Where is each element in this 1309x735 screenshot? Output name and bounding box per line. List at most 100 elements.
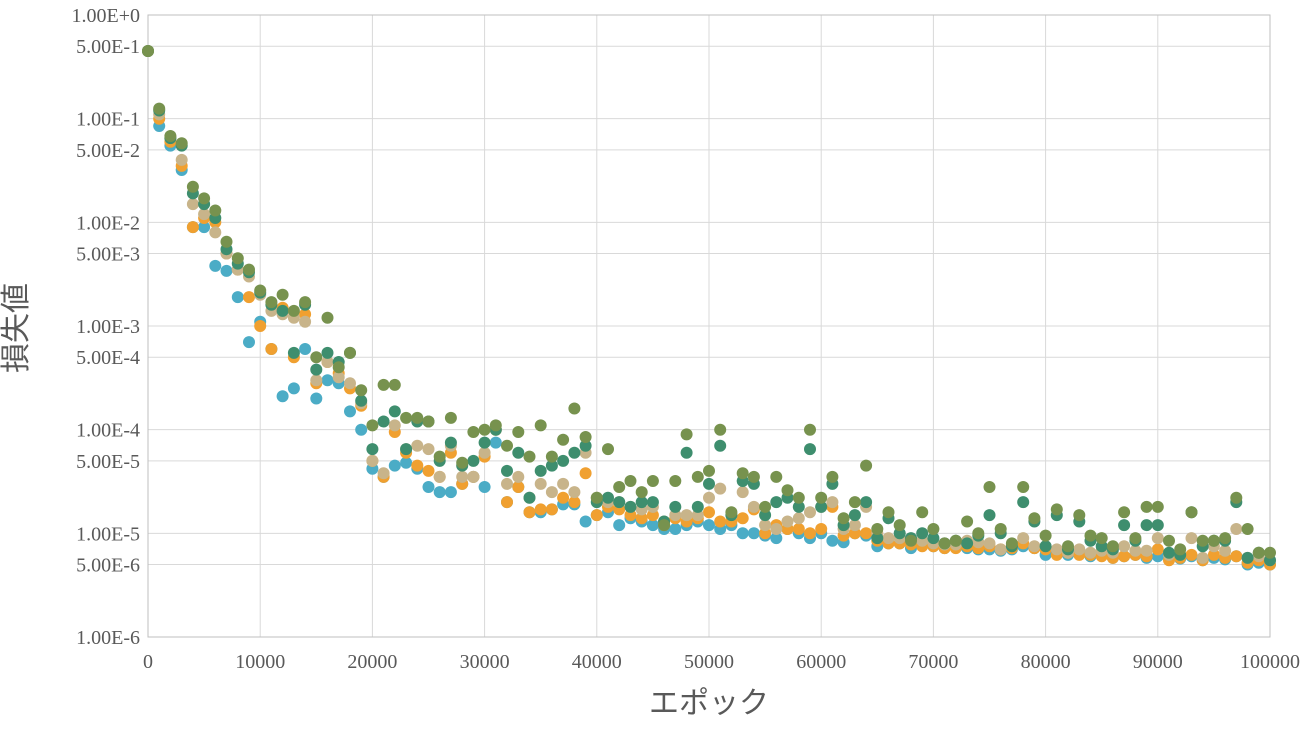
data-point [186, 221, 199, 234]
data-point [377, 415, 390, 428]
data-point [1084, 546, 1097, 559]
y-tick-label: 1.00E-5 [76, 523, 140, 545]
plot-area [147, 14, 1271, 638]
data-point [344, 377, 356, 390]
data-point [433, 486, 446, 499]
data-point [680, 509, 693, 522]
data-point [815, 500, 828, 513]
data-point [792, 512, 805, 525]
y-tick-label: 5.00E-2 [76, 140, 140, 162]
data-point [220, 264, 233, 277]
data-point [725, 506, 738, 519]
data-point [871, 523, 884, 535]
data-point [983, 481, 996, 493]
data-point [893, 519, 906, 532]
data-point [545, 450, 558, 463]
data-point [321, 346, 334, 359]
data-point [983, 509, 996, 522]
data-point [1219, 532, 1232, 545]
data-points [142, 45, 1276, 571]
data-point [613, 519, 626, 532]
data-point [209, 259, 222, 272]
data-point [400, 411, 413, 424]
data-point [299, 315, 312, 328]
data-point [545, 486, 558, 499]
data-point [1050, 503, 1063, 516]
data-point [882, 532, 895, 545]
data-point [344, 346, 356, 359]
data-point [467, 470, 480, 483]
data-point [501, 439, 513, 452]
data-point [1196, 534, 1209, 547]
data-point [916, 506, 929, 519]
data-point [949, 534, 962, 547]
data-point [1118, 519, 1131, 532]
data-point [781, 484, 794, 497]
data-point [489, 419, 502, 432]
data-point [243, 263, 255, 276]
data-point [1050, 543, 1063, 556]
data-point [736, 467, 749, 480]
data-point [366, 419, 379, 432]
data-point [905, 534, 917, 547]
x-axis-title: エポック [649, 686, 769, 721]
data-point [534, 503, 547, 516]
data-point [669, 475, 682, 487]
data-point [1163, 534, 1175, 547]
data-point [310, 363, 323, 376]
data-point [478, 481, 491, 493]
data-point [714, 423, 727, 436]
data-point [1264, 546, 1276, 559]
data-point [1028, 512, 1041, 525]
x-tick-label: 100000 [1240, 651, 1300, 673]
data-point [175, 137, 188, 150]
data-point [321, 356, 334, 368]
data-point [1095, 532, 1108, 545]
data-point [422, 443, 435, 456]
data-point [792, 491, 805, 504]
data-point [658, 519, 671, 532]
x-tick-label: 20000 [347, 651, 397, 673]
data-point [501, 464, 513, 477]
data-point [703, 491, 715, 504]
data-point [804, 506, 816, 519]
x-tick-label: 90000 [1133, 651, 1183, 673]
data-point [703, 506, 715, 519]
data-point [568, 402, 581, 415]
data-point [1151, 532, 1164, 545]
data-point [299, 343, 312, 355]
y-tick-label: 1.00E+0 [72, 5, 141, 27]
data-point [557, 433, 570, 446]
y-tick-label: 1.00E-4 [76, 420, 140, 442]
data-point [512, 426, 525, 438]
data-point [815, 523, 828, 535]
data-point [400, 456, 413, 469]
data-point [377, 467, 390, 480]
data-point [186, 198, 199, 211]
data-point [691, 509, 704, 522]
data-point [287, 346, 300, 359]
data-point [321, 311, 334, 324]
data-point [243, 336, 255, 349]
data-point [602, 443, 614, 456]
data-point [478, 436, 491, 449]
data-point [579, 431, 592, 443]
data-point [433, 470, 446, 483]
data-point [456, 470, 469, 483]
data-point [579, 467, 592, 480]
data-point [1106, 540, 1119, 553]
data-point [523, 491, 536, 504]
data-point [545, 459, 558, 472]
data-point [1230, 550, 1243, 563]
data-point [646, 475, 659, 487]
data-point [276, 304, 289, 317]
data-point [231, 252, 244, 265]
data-point [355, 384, 368, 397]
data-point [1039, 529, 1052, 542]
data-point [815, 491, 828, 504]
x-tick-label: 60000 [796, 651, 846, 673]
data-point [714, 439, 727, 452]
data-point [860, 459, 873, 472]
data-point [669, 509, 682, 522]
